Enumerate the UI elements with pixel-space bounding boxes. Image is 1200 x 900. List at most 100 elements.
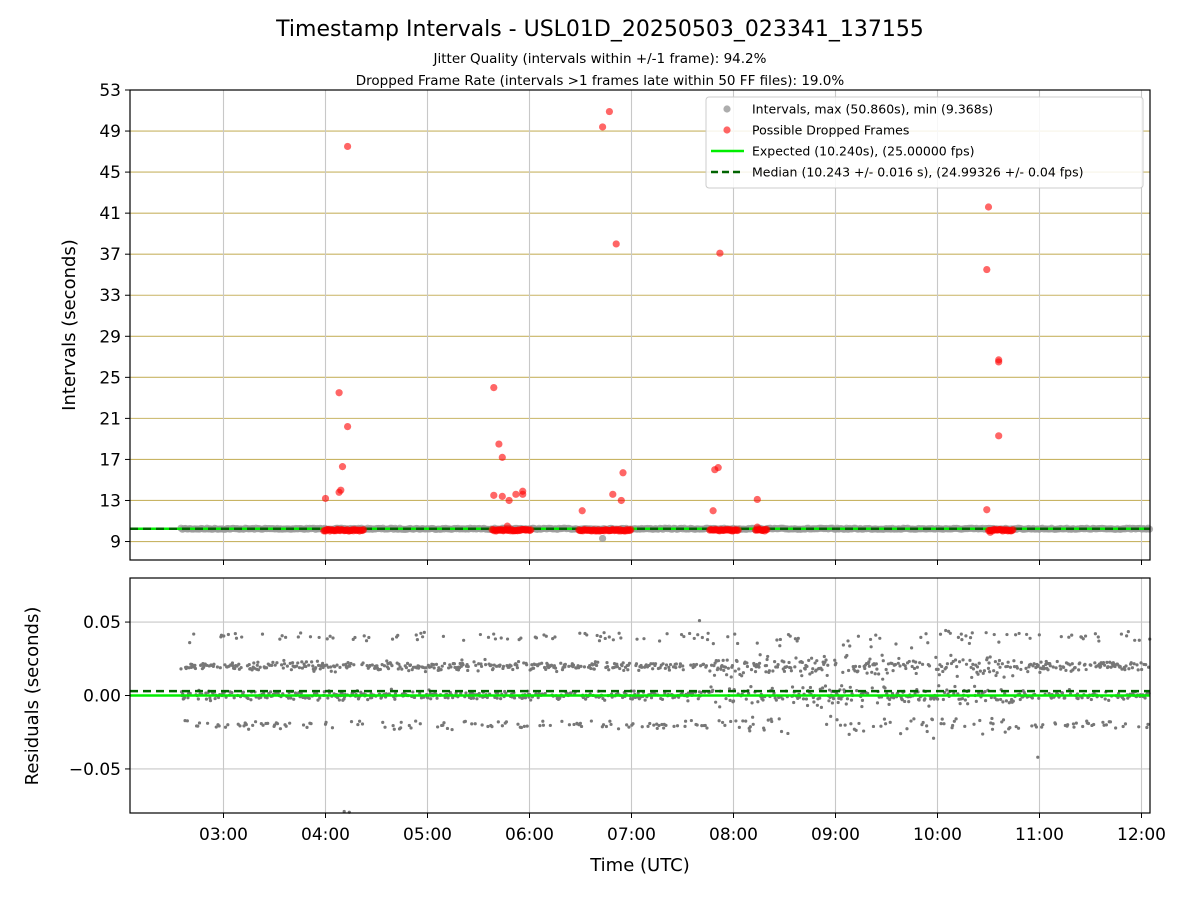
residual-point xyxy=(1016,726,1021,730)
residual-point xyxy=(1058,664,1062,668)
residual-point xyxy=(273,723,277,727)
residual-point xyxy=(1146,722,1150,726)
residual-point xyxy=(400,667,404,671)
residual-point xyxy=(193,663,197,667)
residual-point xyxy=(728,698,732,702)
residual-point xyxy=(533,662,537,667)
residual-point xyxy=(1059,635,1063,639)
residual-point xyxy=(525,663,529,667)
residual-point xyxy=(534,636,539,640)
residual-point xyxy=(701,662,706,666)
residual-point xyxy=(434,662,439,666)
residual-point xyxy=(993,659,998,664)
residual-point xyxy=(793,637,798,641)
residual-point xyxy=(318,696,322,700)
residual-point xyxy=(256,668,261,672)
residual-point xyxy=(370,696,374,700)
residual-point xyxy=(766,718,770,722)
residual-point xyxy=(839,697,843,701)
residual-point xyxy=(801,697,806,701)
residual-point xyxy=(809,656,814,660)
residual-point xyxy=(549,663,554,667)
residual-point xyxy=(484,662,488,667)
residual-point xyxy=(683,724,687,729)
residual-point xyxy=(751,722,755,726)
residual-point xyxy=(423,669,428,674)
residual-point xyxy=(688,631,692,636)
residual-point xyxy=(179,667,183,671)
residual-point xyxy=(582,665,587,669)
residual-point xyxy=(813,661,817,665)
residual-point xyxy=(1101,720,1105,724)
residual-point xyxy=(603,636,607,641)
dropped-frame-point xyxy=(335,389,343,397)
residual-point xyxy=(790,685,795,689)
residual-point xyxy=(241,690,246,694)
residual-point xyxy=(765,657,769,662)
residual-point xyxy=(664,663,669,667)
residual-point xyxy=(188,691,192,695)
residual-point xyxy=(1093,632,1097,636)
residual-point xyxy=(815,659,819,663)
residual-point xyxy=(792,700,796,705)
residual-point xyxy=(981,732,985,736)
residual-point xyxy=(318,667,322,671)
residual-point xyxy=(689,718,693,723)
residual-point xyxy=(635,637,639,641)
residual-point xyxy=(972,684,977,689)
residual-point xyxy=(894,642,898,646)
residual-point xyxy=(1081,724,1085,729)
residual-point xyxy=(567,664,571,668)
residual-point xyxy=(511,667,515,672)
x-tick-label: 07:00 xyxy=(607,825,656,845)
dropped-frame-point xyxy=(1009,526,1017,534)
residual-point xyxy=(1012,659,1016,663)
residual-point xyxy=(648,721,652,726)
residual-point xyxy=(1083,662,1087,666)
residual-point xyxy=(892,696,896,700)
residual-point xyxy=(1093,661,1097,665)
residual-point xyxy=(808,672,812,676)
residual-point xyxy=(262,691,266,696)
residual-point xyxy=(830,701,835,705)
residual-point xyxy=(857,664,862,669)
residual-point xyxy=(1002,675,1006,679)
residual-point xyxy=(918,661,922,665)
residual-point xyxy=(875,701,880,705)
residual-point xyxy=(1005,632,1009,637)
dropped-frame-point xyxy=(612,240,620,248)
residual-point xyxy=(450,727,454,732)
residual-point xyxy=(863,666,867,671)
residual-point xyxy=(774,698,778,702)
residual-point xyxy=(744,719,748,723)
residual-point xyxy=(941,669,945,674)
residual-point xyxy=(415,638,420,642)
residual-point xyxy=(755,641,759,645)
residual-point xyxy=(818,696,822,700)
residual-point xyxy=(1025,632,1029,637)
y-tick-label: 33 xyxy=(99,286,121,306)
residual-point xyxy=(392,727,396,731)
residual-point xyxy=(282,658,286,663)
residual-point xyxy=(491,666,495,671)
residual-point xyxy=(429,665,433,669)
residual-point xyxy=(226,632,230,637)
residual-point xyxy=(971,662,975,667)
residual-point xyxy=(778,644,782,648)
residual-point xyxy=(352,663,356,667)
residual-point xyxy=(214,725,218,729)
residual-point xyxy=(993,695,997,700)
residual-point xyxy=(1145,725,1149,730)
residual-point xyxy=(944,665,948,670)
residual-point xyxy=(668,662,673,667)
residual-point xyxy=(708,669,712,673)
residual-point xyxy=(421,635,425,639)
residual-point xyxy=(1144,663,1148,667)
dropped-frame-point xyxy=(714,464,722,472)
residual-point xyxy=(848,685,852,689)
residual-point xyxy=(975,665,980,669)
residual-point xyxy=(233,632,237,636)
dropped-frame-point xyxy=(495,440,503,448)
residual-point xyxy=(794,656,798,660)
residual-point xyxy=(657,723,661,728)
